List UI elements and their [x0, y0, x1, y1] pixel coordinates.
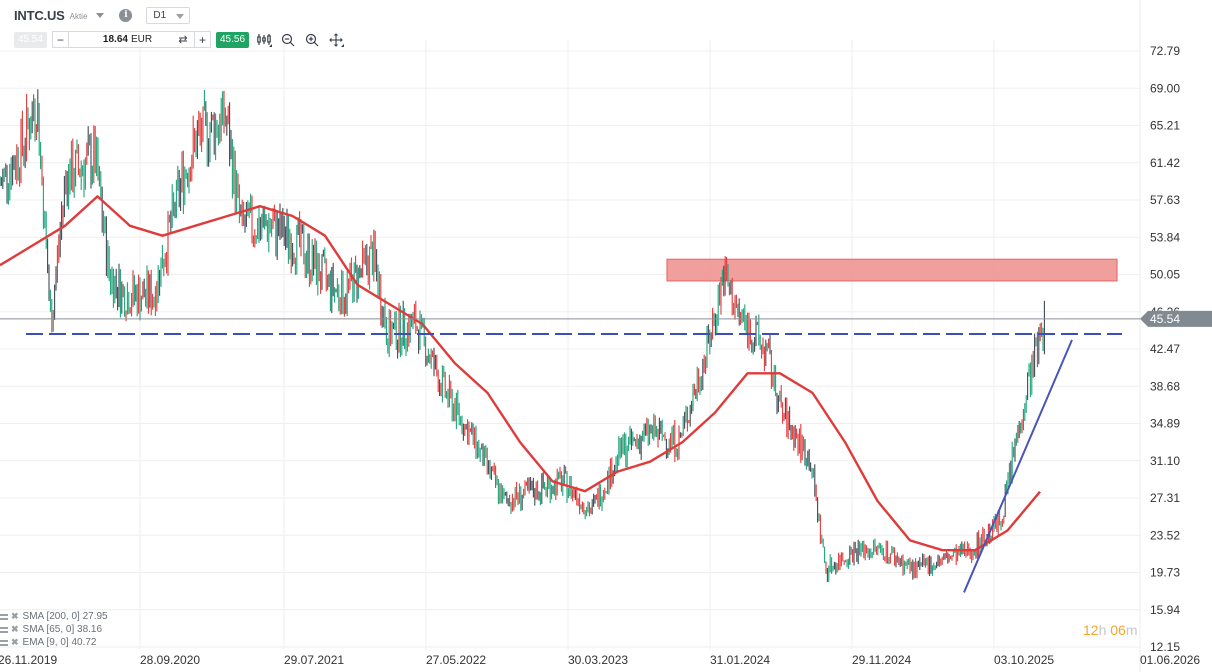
indicator-legend: ✖ SMA [200, 0] 27.95 ✖ SMA [65, 0] 38.16…: [0, 610, 108, 649]
svg-text:31.10: 31.10: [1150, 454, 1180, 468]
indicator-label: SMA [200, 0] 27.95: [22, 611, 108, 622]
sma-200-line: [0, 195, 1041, 552]
indicators-icon[interactable]: [255, 31, 273, 48]
svg-text:38.68: 38.68: [1150, 379, 1180, 393]
instrument-row: INTC.US Aktie i D1: [14, 5, 191, 25]
svg-text:34.89: 34.89: [1150, 417, 1180, 431]
svg-text:23.52: 23.52: [1150, 528, 1180, 542]
svg-text:03.10.2025: 03.10.2025: [994, 653, 1054, 667]
svg-text:12.15: 12.15: [1150, 640, 1180, 654]
resistance-zone: [666, 258, 1118, 282]
buy-price-button[interactable]: 45.56: [216, 31, 249, 48]
svg-text:27.31: 27.31: [1150, 491, 1180, 505]
order-row: 45.54 − 18.64 EUR ⇄ + 45.56: [14, 31, 345, 48]
svg-text:29.07.2021: 29.07.2021: [284, 653, 344, 667]
indicator-sma-200[interactable]: ✖ SMA [200, 0] 27.95: [0, 610, 108, 623]
settings-icon[interactable]: [0, 613, 8, 620]
svg-text:69.00: 69.00: [1150, 81, 1180, 95]
countdown-minutes-unit: m: [1125, 622, 1138, 638]
indicator-sma-65[interactable]: ✖ SMA [65, 0] 38.16: [0, 623, 108, 636]
indicator-ema-9[interactable]: ✖ EMA [9, 0] 40.72: [0, 636, 108, 649]
chevron-down-icon[interactable]: [96, 12, 105, 18]
svg-text:42.47: 42.47: [1150, 342, 1180, 356]
quantity-currency: EUR: [130, 34, 153, 45]
svg-text:19.73: 19.73: [1150, 566, 1180, 580]
svg-text:01.06.2026: 01.06.2026: [1140, 653, 1200, 667]
minus-icon[interactable]: −: [53, 32, 69, 47]
asset-type-label: Aktie: [69, 11, 88, 21]
countdown-minutes: 06: [1110, 622, 1126, 638]
svg-text:30.03.2023: 30.03.2023: [568, 653, 628, 667]
svg-text:50.05: 50.05: [1150, 268, 1180, 282]
zoom-in-icon[interactable]: [303, 31, 321, 48]
chevron-down-icon: [176, 13, 185, 19]
svg-text:45.54: 45.54: [1150, 312, 1180, 326]
timeframe-select[interactable]: D1: [146, 6, 191, 24]
svg-text:72.79: 72.79: [1150, 44, 1180, 58]
indicator-label: SMA [65, 0] 38.16: [22, 624, 103, 635]
zoom-out-icon[interactable]: [279, 31, 297, 48]
svg-text:15.94: 15.94: [1150, 603, 1180, 617]
time-axis: 26.11.2019 28.09.2020 29.07.2021 27.05.2022…: [0, 653, 1200, 667]
close-icon[interactable]: ✖: [11, 637, 19, 647]
price-bars: [0, 89, 1045, 582]
svg-text:53.84: 53.84: [1150, 230, 1180, 244]
svg-text:61.42: 61.42: [1150, 156, 1180, 170]
candle-countdown: 12h 06m: [1083, 622, 1138, 638]
chart-grid: [0, 0, 1141, 672]
svg-text:28.09.2020: 28.09.2020: [140, 653, 200, 667]
close-icon[interactable]: ✖: [11, 624, 19, 634]
crosshair-move-icon[interactable]: [327, 31, 345, 48]
info-icon[interactable]: i: [119, 8, 133, 22]
current-price-tag: 45.54: [1140, 310, 1212, 327]
svg-text:27.05.2022: 27.05.2022: [426, 653, 486, 667]
svg-text:57.63: 57.63: [1150, 193, 1180, 207]
countdown-hours-unit: h: [1098, 622, 1107, 638]
annotation-lines: [0, 318, 1140, 593]
quantity-input[interactable]: 18.64 EUR: [69, 32, 172, 47]
svg-text:65.21: 65.21: [1150, 119, 1180, 133]
close-icon[interactable]: ✖: [11, 611, 19, 621]
svg-text:29.11.2024: 29.11.2024: [852, 653, 911, 667]
quantity-stepper[interactable]: − 18.64 EUR ⇄ +: [52, 31, 211, 48]
plus-icon[interactable]: +: [194, 32, 210, 47]
svg-text:31.01.2024: 31.01.2024: [710, 653, 770, 667]
instrument-symbol[interactable]: INTC.US: [14, 7, 65, 23]
indicator-label: EMA [9, 0] 40.72: [22, 637, 97, 648]
quantity-value: 18.64: [102, 34, 128, 45]
sell-price-button[interactable]: 45.54: [14, 31, 47, 48]
svg-text:26.11.2019: 26.11.2019: [0, 653, 57, 667]
settings-icon[interactable]: [0, 639, 8, 646]
price-axis: 72.7969.0065.2161.4257.6353.8450.0546.26…: [1150, 44, 1180, 654]
timeframe-value: D1: [153, 9, 167, 21]
trading-toolbar: INTC.US Aktie i D1 45.54 − 18.64 EUR ⇄ +…: [0, 0, 1212, 56]
settings-icon[interactable]: [0, 626, 8, 633]
swap-icon[interactable]: ⇄: [178, 34, 188, 46]
countdown-hours: 12: [1083, 622, 1099, 638]
